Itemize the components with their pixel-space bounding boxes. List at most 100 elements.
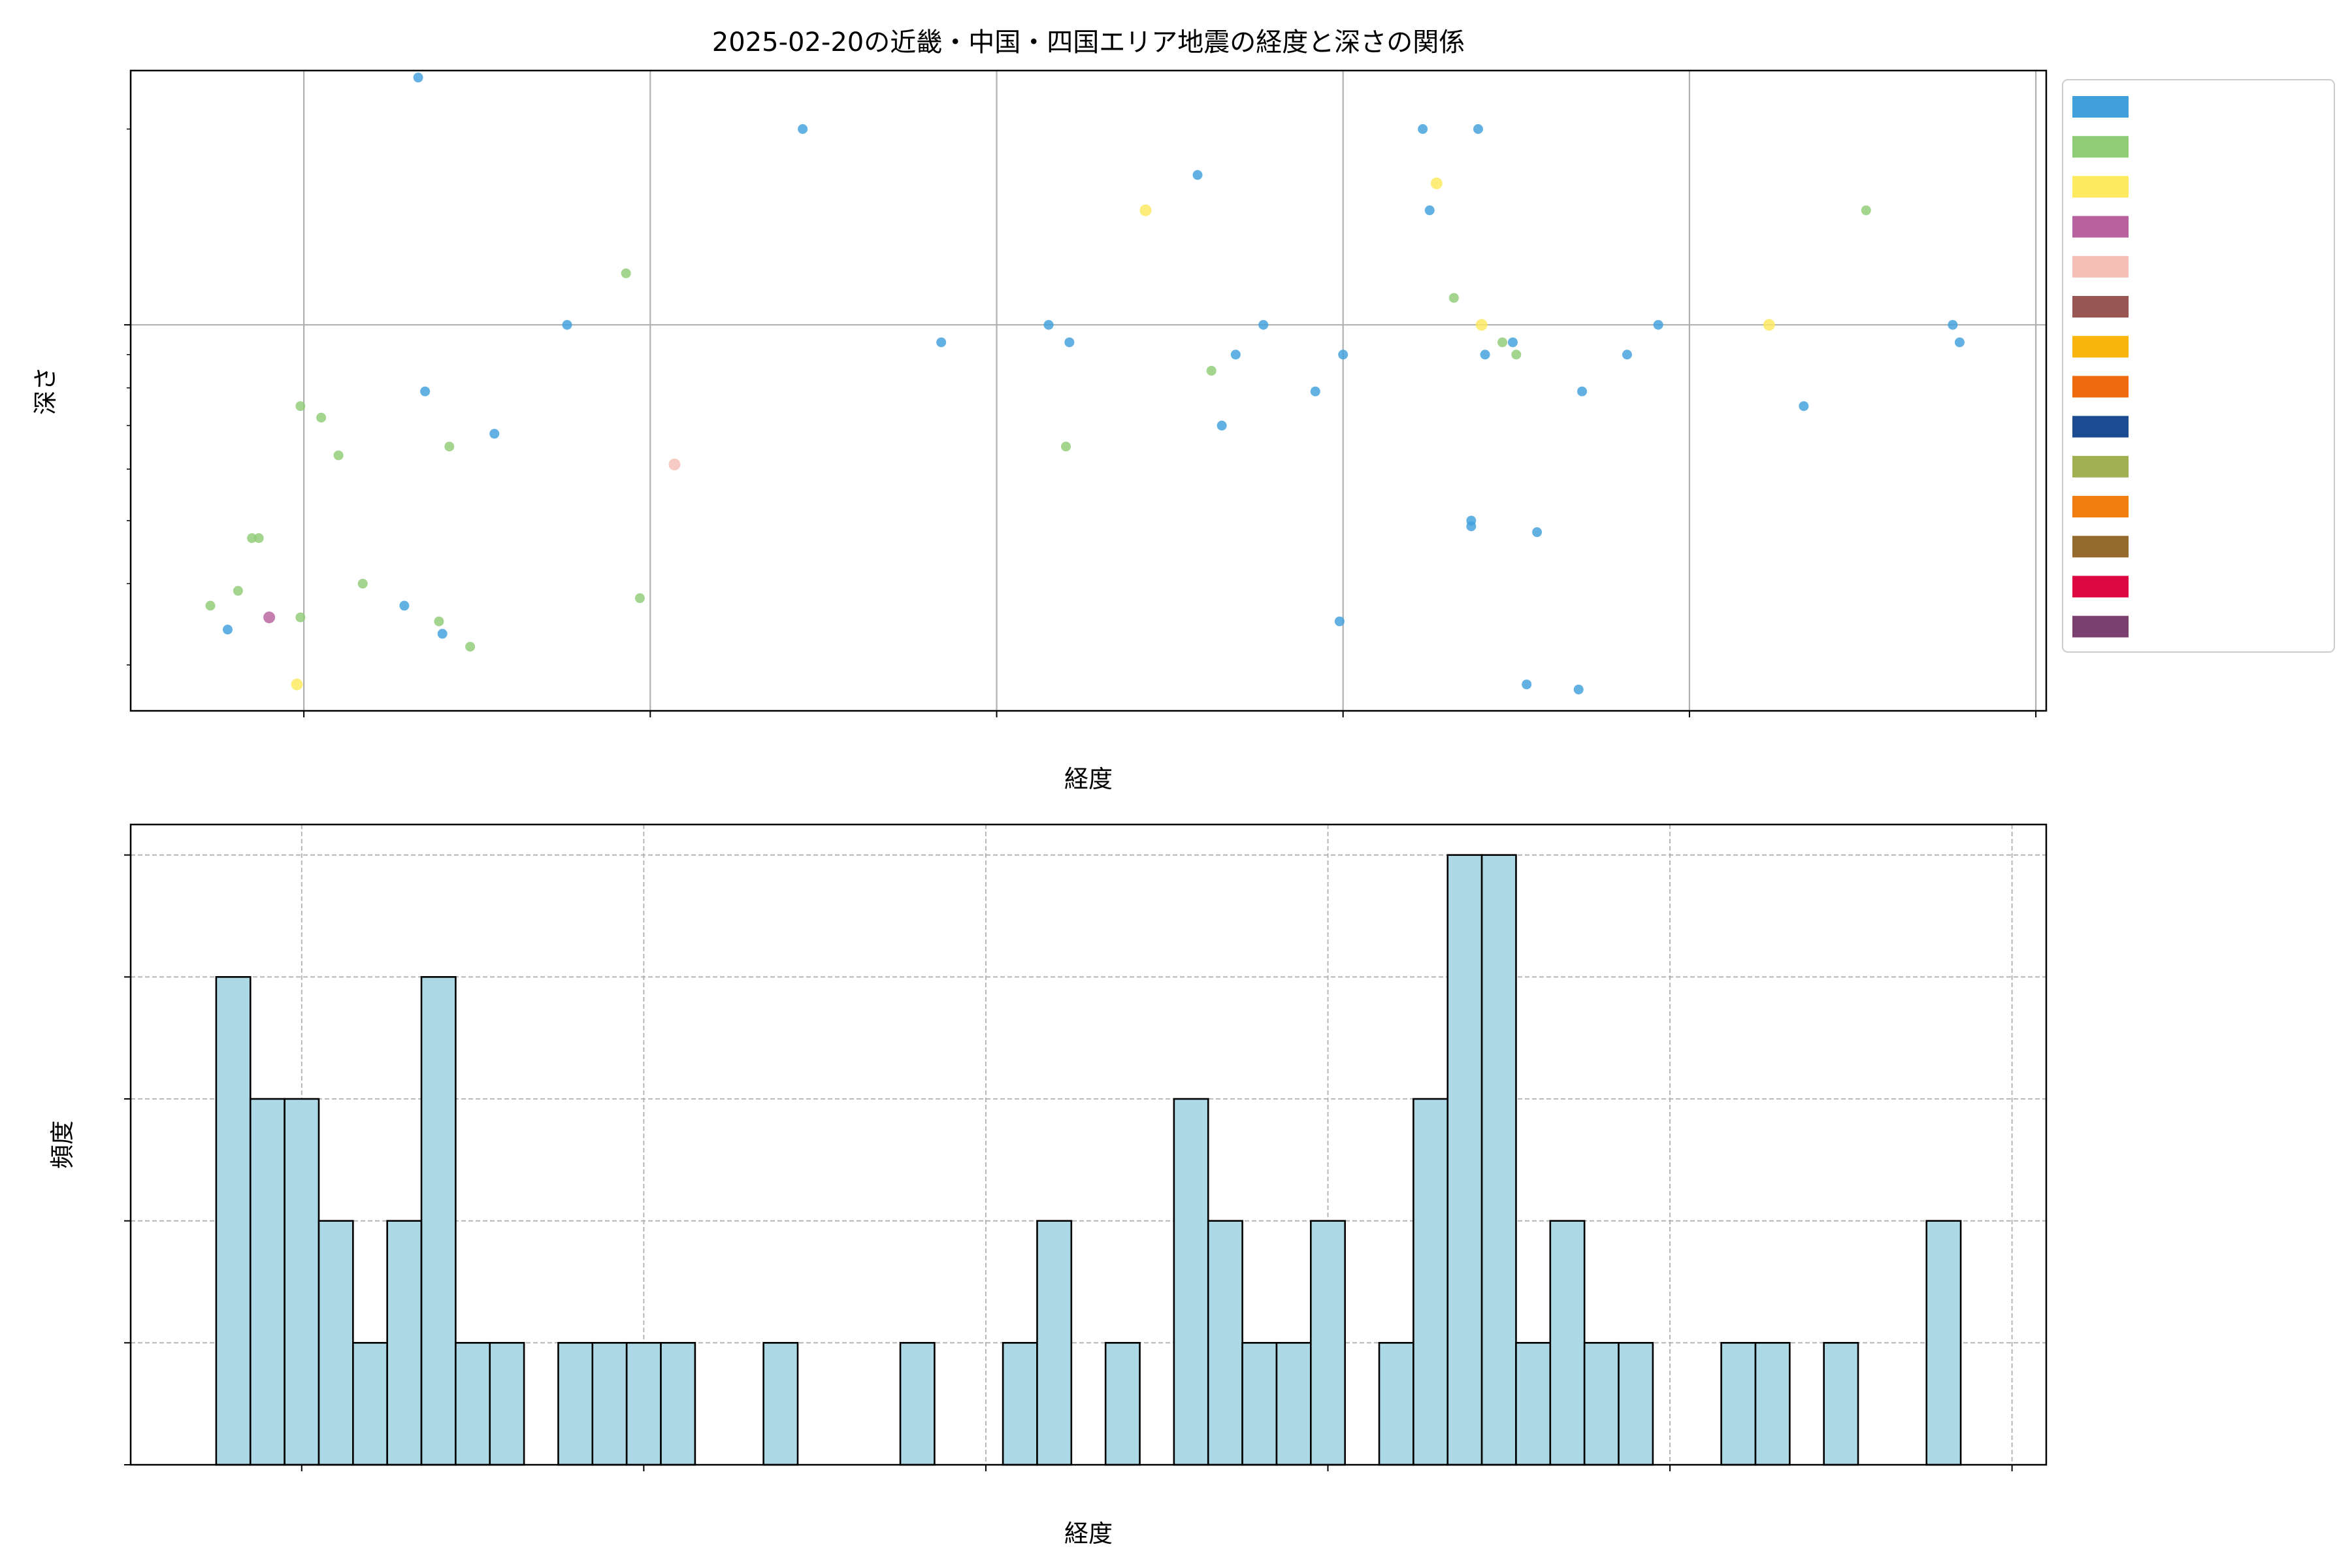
- histogram-bar: [1207, 1220, 1243, 1466]
- legend-swatch: [2072, 376, 2129, 398]
- legend-swatch: [2072, 296, 2129, 318]
- histogram-bar: [1036, 1220, 1073, 1466]
- scatter-point: [1799, 401, 1809, 412]
- histogram-bar: [1446, 854, 1483, 1466]
- scatter-point: [634, 593, 645, 604]
- histogram-bar: [1241, 1342, 1278, 1466]
- histogram-bar: [1480, 854, 1517, 1466]
- scatter-point: [465, 642, 476, 652]
- scatter-y-label: 深さ: [31, 367, 59, 415]
- scatter-point: [1418, 124, 1428, 135]
- legend-box: [2062, 79, 2335, 653]
- histogram-bar: [318, 1220, 354, 1466]
- histogram-bar: [660, 1342, 696, 1466]
- scatter-point: [1653, 319, 1663, 330]
- scatter-point: [1139, 204, 1152, 216]
- scatter-point: [1206, 365, 1217, 376]
- histogram-bar: [1618, 1342, 1654, 1466]
- scatter-point: [205, 600, 216, 611]
- histogram-bar: [455, 1342, 491, 1466]
- scatter-point: [1064, 337, 1075, 348]
- scatter-point: [1217, 420, 1227, 431]
- histogram-bar: [1549, 1220, 1586, 1466]
- histogram-bar: [1378, 1342, 1414, 1466]
- scatter-point: [1310, 386, 1320, 397]
- scatter-point: [247, 533, 257, 544]
- legend-swatch: [2072, 455, 2129, 478]
- scatter-point: [295, 401, 306, 412]
- histogram-bar: [1310, 1220, 1346, 1466]
- scatter-point: [1475, 319, 1488, 331]
- scatter-point: [936, 337, 947, 348]
- scatter-point: [1511, 350, 1522, 360]
- scatter-point: [437, 629, 448, 639]
- scatter-point: [357, 578, 368, 589]
- histogram-bar: [1275, 1342, 1312, 1466]
- scatter-point: [621, 268, 631, 278]
- scatter-point: [413, 73, 423, 83]
- histogram-x-label: 経度: [1064, 1520, 1113, 1548]
- histogram-bar: [591, 1342, 628, 1466]
- histogram-bar: [1515, 1342, 1552, 1466]
- scatter-point: [1507, 337, 1518, 348]
- scatter-point: [1448, 293, 1459, 303]
- scatter-point: [798, 124, 808, 135]
- scatter-point: [295, 612, 306, 623]
- scatter-point: [1532, 527, 1543, 538]
- histogram-bar: [1823, 1342, 1859, 1466]
- scatter-point: [1522, 679, 1532, 690]
- histogram-bar: [1754, 1342, 1791, 1466]
- scatter-point: [1334, 616, 1345, 627]
- scatter-point: [253, 533, 264, 544]
- scatter-points: [205, 73, 1965, 694]
- scatter-point: [1861, 205, 1871, 216]
- scatter-point: [399, 600, 410, 611]
- histogram-frame: [129, 823, 2048, 1466]
- scatter-point: [1424, 205, 1435, 216]
- legend-swatch: [2072, 96, 2129, 118]
- scatter-point: [489, 429, 500, 439]
- scatter-axes: 経度 深さ: [31, 69, 2048, 793]
- legend-swatch: [2072, 496, 2129, 517]
- legend: [2062, 79, 2335, 653]
- scatter-point: [222, 625, 233, 635]
- scatter-point: [1258, 319, 1269, 330]
- scatter-ticks: [124, 128, 2037, 717]
- scatter-point: [1230, 350, 1241, 360]
- histogram-bar: [420, 976, 457, 1466]
- scatter-grid: [131, 71, 2046, 711]
- scatter-point: [1573, 684, 1584, 694]
- scatter-x-label: 経度: [1064, 765, 1113, 793]
- histogram-bar: [249, 1098, 286, 1466]
- legend-swatch: [2072, 216, 2129, 238]
- scatter-point: [1473, 124, 1483, 135]
- histogram-ticks: [124, 854, 2013, 1471]
- scatter-point: [1430, 177, 1443, 189]
- scatter-point: [1622, 350, 1632, 360]
- histogram-bar: [1002, 1342, 1038, 1466]
- scatter-point: [1192, 170, 1203, 180]
- histogram-bar: [762, 1342, 799, 1466]
- scatter-point: [1948, 319, 1958, 330]
- scatter-point: [668, 458, 681, 470]
- histogram-axes: 経度 頻度: [48, 823, 2048, 1548]
- scatter-point: [1954, 337, 1965, 348]
- scatter-point: [1043, 319, 1054, 330]
- legend-swatch: [2072, 336, 2129, 358]
- scatter-point: [333, 450, 344, 461]
- legend-items: [2072, 96, 2129, 638]
- scatter-point: [1497, 337, 1508, 348]
- legend-swatch: [2072, 136, 2129, 158]
- histogram-bar: [1413, 1098, 1449, 1466]
- scatter-point: [316, 412, 327, 423]
- scatter-title: 2025-02-20の近畿・中国・四国エリア地震の経度と深さの関係: [712, 27, 1465, 57]
- scatter-point: [1480, 350, 1490, 360]
- scatter-point: [444, 441, 455, 451]
- scatter-point: [263, 611, 276, 623]
- histogram-bar: [1104, 1342, 1141, 1466]
- histogram-bar: [625, 1342, 662, 1466]
- histogram-bar: [1583, 1342, 1620, 1466]
- histogram-bar: [352, 1342, 388, 1466]
- histogram-bar: [1173, 1098, 1209, 1466]
